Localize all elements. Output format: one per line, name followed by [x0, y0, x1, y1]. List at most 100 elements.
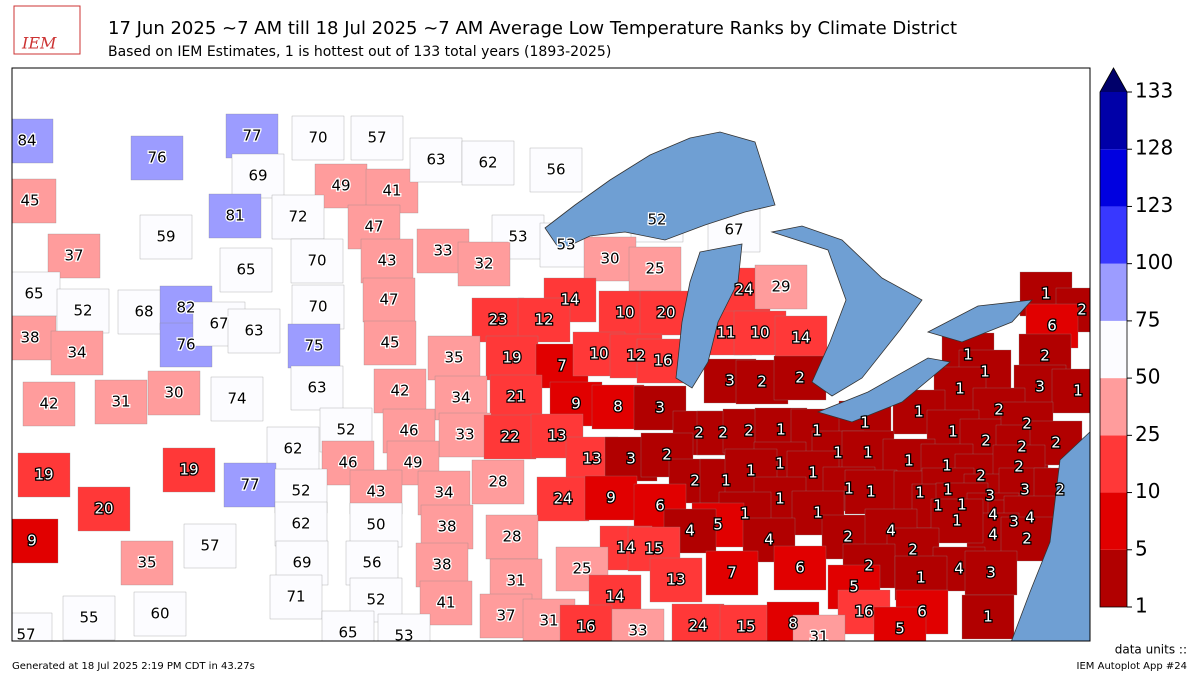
lake-superior — [544, 131, 776, 251]
district-label: 1 — [952, 512, 962, 530]
district-label: 76 — [147, 149, 166, 167]
district-label: 28 — [488, 473, 507, 491]
district-label: 28 — [502, 528, 521, 546]
district-label: 2 — [1017, 438, 1027, 456]
district-label: 47 — [364, 218, 383, 236]
district-label: 52 — [291, 482, 310, 500]
district-cell — [271, 194, 325, 240]
district-label: 6 — [795, 559, 805, 577]
district-label: 1 — [983, 608, 993, 626]
district-label: 74 — [227, 390, 246, 408]
colorbar-bin — [1100, 492, 1127, 550]
district-label: 62 — [478, 154, 497, 172]
district-label: 3 — [1009, 513, 1019, 531]
logo-box — [13, 5, 81, 55]
app-note: IEM Autoplot App #24 — [1077, 661, 1187, 672]
district-label: 1 — [844, 480, 854, 498]
district-label: 6 — [655, 497, 665, 515]
district-label: 70 — [307, 252, 326, 270]
district-cell — [291, 115, 345, 161]
district-label: 19 — [34, 466, 53, 484]
district-label: 4 — [1025, 509, 1035, 527]
district-cell — [139, 214, 193, 260]
district-cell — [773, 545, 827, 591]
map-frame — [11, 67, 1091, 642]
district-label: 1 — [775, 455, 785, 473]
district-label: 38 — [20, 329, 39, 347]
district-label: 45 — [20, 192, 39, 210]
units-label: data units :: — [1115, 643, 1187, 657]
district-label: 65 — [236, 261, 255, 279]
district-label: 43 — [377, 252, 396, 270]
district-label: 33 — [433, 242, 452, 260]
district-cell — [50, 330, 104, 376]
district-cell — [628, 246, 682, 292]
colorbar: 1 5 10 25 50 75 100 123 128 133 — [1099, 67, 1173, 618]
district-label: 1 — [863, 444, 873, 462]
colorbar-bin — [1100, 320, 1127, 379]
district-cell — [930, 498, 984, 544]
district-label: 1 — [740, 505, 750, 523]
district-label: 71 — [286, 588, 305, 606]
district-cell — [290, 365, 344, 411]
district-label: 7 — [727, 564, 737, 582]
district-label: 67 — [209, 315, 228, 333]
district-cell — [373, 368, 427, 414]
district-label: 41 — [382, 182, 401, 200]
colorbar-tick-label: 128 — [1135, 136, 1173, 160]
district-cell — [183, 523, 237, 569]
district-label: 62 — [291, 515, 310, 533]
district-label: 9 — [27, 532, 37, 550]
district-cell — [231, 153, 285, 199]
district-label: 68 — [134, 303, 153, 321]
district-cell — [409, 137, 463, 183]
district-label: 52 — [73, 302, 92, 320]
district-label: 14 — [791, 329, 810, 347]
district-label: 2 — [757, 373, 767, 391]
district-label: 1 — [963, 346, 973, 364]
district-label: 5 — [713, 516, 723, 534]
district-cell — [94, 379, 148, 425]
district-label: 1 — [813, 504, 823, 522]
district-label: 3 — [985, 487, 995, 505]
logo: IEM — [13, 5, 81, 55]
district-cell — [415, 542, 469, 588]
district-label: 47 — [379, 291, 398, 309]
district-label: 31 — [111, 393, 130, 411]
district-label: 2 — [994, 401, 1004, 419]
district-label: 42 — [39, 395, 58, 413]
district-cell — [434, 375, 488, 421]
subtitle: Based on IEM Estimates, 1 is hottest out… — [108, 44, 611, 60]
colorbar-tick-label: 5 — [1135, 536, 1148, 560]
district-label: 37 — [64, 247, 83, 265]
district-label: 60 — [150, 605, 169, 623]
district-label: 3 — [655, 399, 665, 417]
district-label: 4 — [764, 531, 774, 549]
district-label: 35 — [137, 554, 156, 572]
district-label: 31 — [809, 628, 828, 646]
district-label: 45 — [380, 334, 399, 352]
district-label: 3 — [725, 372, 735, 390]
district-cell — [77, 486, 131, 532]
district-label: 63 — [244, 322, 263, 340]
district-cell — [471, 459, 525, 505]
district-label: 35 — [444, 349, 463, 367]
district-label: 15 — [644, 540, 663, 558]
district-label: 20 — [94, 500, 113, 518]
district-label: 3 — [986, 564, 996, 582]
district-label: 82 — [176, 299, 195, 317]
district-cell — [360, 238, 414, 284]
districts — [12, 113, 1090, 641]
district-cell — [274, 501, 328, 547]
district-cell — [321, 610, 375, 641]
district-label: 2 — [1022, 415, 1032, 433]
district-label: 23 — [488, 311, 507, 329]
colorbar-outline — [1099, 67, 1128, 608]
district-label: 8 — [613, 398, 623, 416]
colorbar-tick-label: 10 — [1135, 479, 1160, 503]
district-label: 24 — [553, 490, 572, 508]
colorbar-extend — [1100, 68, 1127, 92]
district-label: 76 — [176, 336, 195, 354]
district-cell — [345, 540, 399, 586]
